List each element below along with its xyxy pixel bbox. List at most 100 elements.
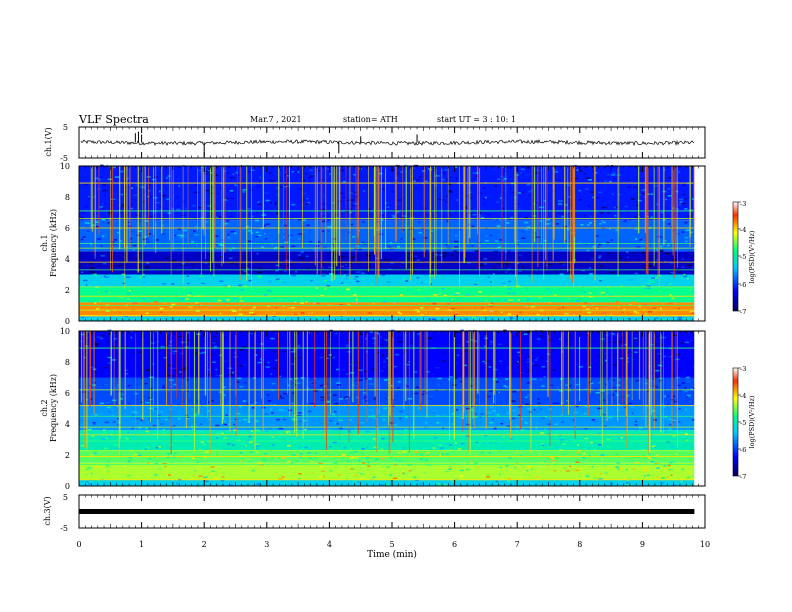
- spec-cell: [98, 206, 104, 208]
- spec-cell: [306, 224, 310, 226]
- spec-cell: [565, 470, 571, 472]
- spec-cell: [148, 216, 153, 218]
- spec-cell: [105, 343, 110, 345]
- spec-cell: [531, 362, 535, 364]
- spec-cell: [348, 431, 351, 433]
- spec-cell: [80, 238, 84, 241]
- spec-cell: [197, 206, 203, 209]
- spec-cell: [559, 466, 562, 469]
- spec-cell: [655, 369, 660, 372]
- spec-cell: [650, 435, 655, 437]
- spec-cell: [521, 230, 526, 233]
- spec-cell: [386, 483, 390, 486]
- spec-cell: [678, 431, 683, 434]
- spec-cell: [634, 339, 638, 341]
- spec-cell: [432, 447, 436, 449]
- spec-cell: [487, 395, 491, 398]
- spec-cell: [191, 241, 195, 243]
- spec-cell: [508, 457, 512, 459]
- spec-cell: [151, 180, 154, 183]
- spec-cell: [160, 311, 163, 314]
- spec-cell: [400, 238, 403, 240]
- spec-cell: [106, 465, 110, 467]
- spec-cell: [230, 197, 235, 200]
- spec-cell: [234, 481, 238, 484]
- spec-cell: [439, 254, 442, 257]
- spec-cell: [222, 300, 228, 302]
- spec-cell: [541, 443, 544, 445]
- spec-cell: [651, 445, 656, 448]
- spec-cell: [549, 179, 551, 182]
- spec-cell: [137, 168, 141, 170]
- spec-cell: [301, 192, 307, 195]
- spec-cell: [168, 316, 171, 319]
- spec-cell: [118, 207, 122, 209]
- spec-cell: [662, 405, 666, 408]
- spec-cell: [483, 345, 487, 348]
- spec-cell: [278, 478, 283, 480]
- spec-cell: [352, 294, 357, 296]
- spec-cell: [221, 239, 225, 241]
- spec-cell: [358, 369, 363, 371]
- spec-cell: [246, 403, 249, 406]
- spec-cell: [564, 467, 567, 470]
- spec-cell: [488, 452, 491, 454]
- spec-cell: [454, 240, 459, 243]
- spec-cell: [90, 366, 94, 369]
- spec-cell: [546, 464, 551, 466]
- spec-cell: [166, 276, 171, 278]
- spec-cell: [240, 261, 243, 264]
- spec-cell: [402, 194, 405, 196]
- ch1-spectrogram-ylabel: ch.1: [40, 234, 49, 251]
- spec-cell: [576, 444, 579, 446]
- spec-cell: [123, 315, 129, 318]
- spec-cell: [126, 333, 130, 336]
- spec-cell: [495, 480, 498, 483]
- spec-cell: [455, 319, 458, 321]
- spec-cell: [86, 436, 89, 439]
- spec-cell: [519, 476, 522, 479]
- spec-cell: [373, 446, 378, 449]
- spec-cell: [428, 274, 434, 277]
- spec-cell: [356, 391, 358, 394]
- spec-cell: [595, 307, 599, 310]
- spec-cell: [410, 344, 413, 347]
- spec-cell: [598, 308, 601, 311]
- spec-cell: [374, 333, 377, 335]
- spec-cell: [207, 265, 212, 268]
- spec-cell: [684, 341, 690, 344]
- spec-cell: [173, 352, 176, 355]
- spec-cell: [636, 448, 640, 450]
- spec-cell: [167, 231, 171, 233]
- spec-cell: [189, 471, 193, 474]
- spec-cell: [86, 344, 89, 346]
- x-tick-label-8: 8: [577, 540, 582, 549]
- spec-cell: [615, 453, 618, 455]
- cb2-tick-m7: -7: [740, 473, 746, 481]
- spec-cell: [569, 354, 571, 356]
- spec-cell: [561, 414, 564, 416]
- spec-cell: [104, 421, 109, 424]
- spec-cell: [593, 477, 596, 480]
- spec-cell: [435, 307, 440, 310]
- spec-cell: [210, 172, 213, 174]
- spec-cell: [268, 172, 272, 174]
- spec-cell: [681, 266, 685, 268]
- spec-cell: [561, 351, 564, 353]
- spec-cell: [91, 435, 95, 437]
- spec-cell: [183, 435, 188, 437]
- spec-cell: [288, 236, 293, 238]
- spec-cell: [226, 197, 230, 200]
- spec-cell: [236, 439, 241, 442]
- spec-cell: [361, 462, 366, 464]
- spec-cell: [207, 401, 211, 403]
- spec-cell: [497, 246, 502, 249]
- spec-cell: [416, 259, 420, 261]
- spec-cell: [155, 288, 160, 290]
- spec-cell: [673, 461, 675, 463]
- spec-cell: [96, 338, 99, 340]
- spec-cell: [256, 185, 261, 188]
- spec-cell: [397, 336, 401, 339]
- spec-cell: [686, 376, 690, 379]
- spec-cell: [508, 280, 512, 283]
